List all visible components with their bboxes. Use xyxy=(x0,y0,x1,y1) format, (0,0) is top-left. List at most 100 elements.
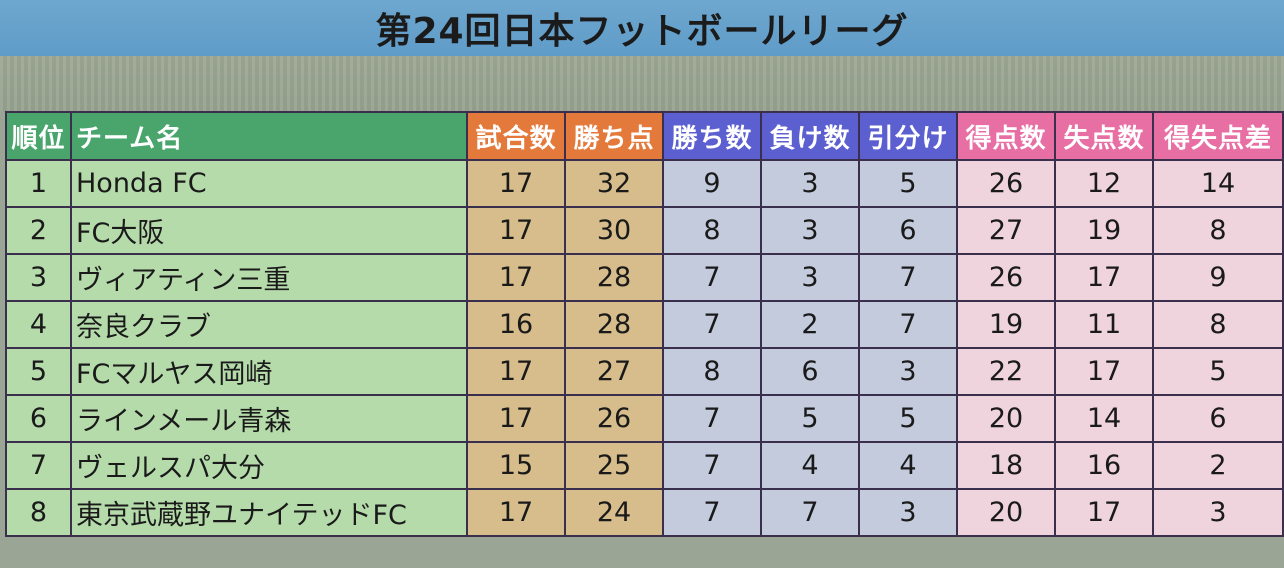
cell-losses: 3 xyxy=(760,159,860,208)
cell-draws: 3 xyxy=(858,347,958,396)
cell-goals-against: 17 xyxy=(1054,253,1154,302)
cell-played: 16 xyxy=(466,300,566,349)
cell-played: 17 xyxy=(466,253,566,302)
cell-played: 17 xyxy=(466,159,566,208)
header-row: 順位 チーム名 試合数 勝ち点 勝ち数 負け数 引分け 得点数 失点数 得失点差 xyxy=(5,111,1284,161)
cell-losses: 6 xyxy=(760,347,860,396)
title-bar: 第24回日本フットボールリーグ xyxy=(0,0,1284,56)
cell-points: 24 xyxy=(564,488,664,537)
cell-rank: 6 xyxy=(5,394,72,443)
cell-team-name: FC大阪 xyxy=(70,206,468,255)
cell-wins: 8 xyxy=(662,347,762,396)
cell-losses: 3 xyxy=(760,253,860,302)
cell-goal-diff: 6 xyxy=(1152,394,1284,443)
cell-goals-against: 17 xyxy=(1054,347,1154,396)
cell-goals-against: 12 xyxy=(1054,159,1154,208)
header-team: チーム名 xyxy=(70,111,468,161)
header-losses: 負け数 xyxy=(760,111,860,161)
cell-draws: 3 xyxy=(858,488,958,537)
cell-goal-diff: 9 xyxy=(1152,253,1284,302)
cell-draws: 7 xyxy=(858,300,958,349)
header-points: 勝ち点 xyxy=(564,111,664,161)
cell-goal-diff: 2 xyxy=(1152,441,1284,490)
cell-draws: 7 xyxy=(858,253,958,302)
cell-draws: 4 xyxy=(858,441,958,490)
cell-draws: 5 xyxy=(858,394,958,443)
standings-body: 1 Honda FC 17 32 9 3 5 26 12 14 2 FC大阪 17 30 8 3 6 27 19 8 3… xyxy=(5,159,1284,537)
table-row: 1 Honda FC 17 32 9 3 5 26 12 14 xyxy=(5,159,1284,208)
cell-draws: 5 xyxy=(858,159,958,208)
table-row: 8 東京武蔵野ユナイテッドFC 17 24 7 7 3 20 17 3 xyxy=(5,488,1284,537)
cell-rank: 3 xyxy=(5,253,72,302)
cell-rank: 4 xyxy=(5,300,72,349)
cell-team-name: FCマルヤス岡崎 xyxy=(70,347,468,396)
cell-points: 26 xyxy=(564,394,664,443)
cell-losses: 4 xyxy=(760,441,860,490)
cell-points: 27 xyxy=(564,347,664,396)
cell-losses: 5 xyxy=(760,394,860,443)
cell-rank: 8 xyxy=(5,488,72,537)
cell-goals-for: 20 xyxy=(956,394,1056,443)
header-wins: 勝ち数 xyxy=(662,111,762,161)
table-row: 5 FCマルヤス岡崎 17 27 8 6 3 22 17 5 xyxy=(5,347,1284,396)
header-draws: 引分け xyxy=(858,111,958,161)
cell-wins: 9 xyxy=(662,159,762,208)
cell-team-name: ヴェルスパ大分 xyxy=(70,441,468,490)
cell-goals-against: 19 xyxy=(1054,206,1154,255)
page-title: 第24回日本フットボールリーグ xyxy=(375,11,909,52)
table-row: 6 ラインメール青森 17 26 7 5 5 20 14 6 xyxy=(5,394,1284,443)
cell-goal-diff: 8 xyxy=(1152,300,1284,349)
cell-played: 17 xyxy=(466,488,566,537)
cell-played: 17 xyxy=(466,394,566,443)
cell-team-name: Honda FC xyxy=(70,159,468,208)
cell-goals-for: 19 xyxy=(956,300,1056,349)
cell-goals-against: 16 xyxy=(1054,441,1154,490)
cell-draws: 6 xyxy=(858,206,958,255)
cell-wins: 7 xyxy=(662,253,762,302)
cell-rank: 5 xyxy=(5,347,72,396)
cell-wins: 7 xyxy=(662,300,762,349)
cell-wins: 7 xyxy=(662,488,762,537)
cell-goals-for: 27 xyxy=(956,206,1056,255)
cell-goal-diff: 8 xyxy=(1152,206,1284,255)
cell-rank: 1 xyxy=(5,159,72,208)
table-row: 2 FC大阪 17 30 8 3 6 27 19 8 xyxy=(5,206,1284,255)
header-rank: 順位 xyxy=(5,111,72,161)
cell-goals-for: 18 xyxy=(956,441,1056,490)
cell-goals-against: 11 xyxy=(1054,300,1154,349)
cell-points: 25 xyxy=(564,441,664,490)
cell-points: 28 xyxy=(564,300,664,349)
cell-points: 28 xyxy=(564,253,664,302)
cell-goal-diff: 3 xyxy=(1152,488,1284,537)
cell-goals-against: 17 xyxy=(1054,488,1154,537)
cell-rank: 2 xyxy=(5,206,72,255)
cell-wins: 7 xyxy=(662,394,762,443)
cell-team-name: 東京武蔵野ユナイテッドFC xyxy=(70,488,468,537)
cell-played: 17 xyxy=(466,206,566,255)
header-played: 試合数 xyxy=(466,111,566,161)
cell-points: 30 xyxy=(564,206,664,255)
cell-goals-for: 26 xyxy=(956,159,1056,208)
header-goal-diff: 得失点差 xyxy=(1152,111,1284,161)
cell-goal-diff: 14 xyxy=(1152,159,1284,208)
cell-goals-for: 20 xyxy=(956,488,1056,537)
field-background xyxy=(0,56,1284,112)
standings-table: 順位 チーム名 試合数 勝ち点 勝ち数 負け数 引分け 得点数 失点数 得失点差… xyxy=(5,111,1284,537)
cell-losses: 2 xyxy=(760,300,860,349)
table-row: 7 ヴェルスパ大分 15 25 7 4 4 18 16 2 xyxy=(5,441,1284,490)
cell-goals-against: 14 xyxy=(1054,394,1154,443)
cell-goal-diff: 5 xyxy=(1152,347,1284,396)
cell-goals-for: 22 xyxy=(956,347,1056,396)
table-row: 4 奈良クラブ 16 28 7 2 7 19 11 8 xyxy=(5,300,1284,349)
cell-played: 17 xyxy=(466,347,566,396)
cell-wins: 8 xyxy=(662,206,762,255)
cell-wins: 7 xyxy=(662,441,762,490)
header-goals-against: 失点数 xyxy=(1054,111,1154,161)
cell-goals-for: 26 xyxy=(956,253,1056,302)
cell-points: 32 xyxy=(564,159,664,208)
cell-played: 15 xyxy=(466,441,566,490)
cell-rank: 7 xyxy=(5,441,72,490)
cell-team-name: ヴィアティン三重 xyxy=(70,253,468,302)
cell-losses: 7 xyxy=(760,488,860,537)
cell-team-name: 奈良クラブ xyxy=(70,300,468,349)
